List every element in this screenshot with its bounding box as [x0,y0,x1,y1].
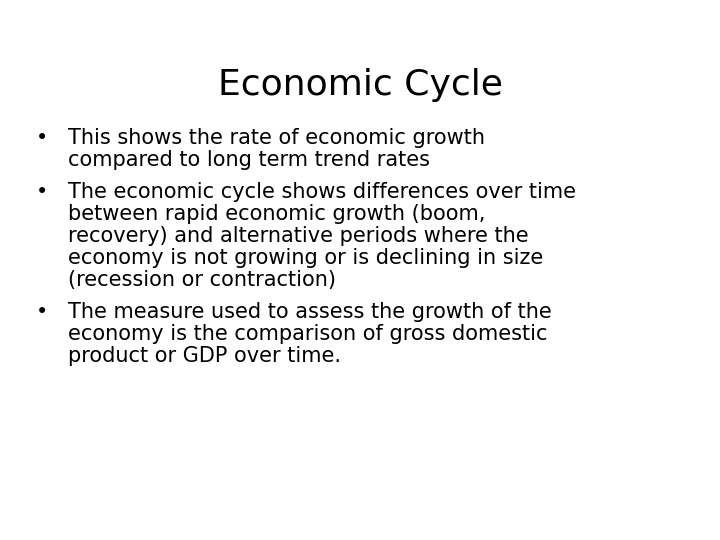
Text: (recession or contraction): (recession or contraction) [68,270,336,290]
Text: between rapid economic growth (boom,: between rapid economic growth (boom, [68,204,485,224]
Text: recovery) and alternative periods where the: recovery) and alternative periods where … [68,226,528,246]
Text: Economic Cycle: Economic Cycle [217,68,503,102]
Text: economy is not growing or is declining in size: economy is not growing or is declining i… [68,248,544,268]
Text: •: • [36,302,48,322]
Text: This shows the rate of economic growth: This shows the rate of economic growth [68,128,485,148]
Text: The measure used to assess the growth of the: The measure used to assess the growth of… [68,302,552,322]
Text: product or GDP over time.: product or GDP over time. [68,346,341,366]
Text: •: • [36,128,48,148]
Text: economy is the comparison of gross domestic: economy is the comparison of gross domes… [68,324,547,344]
Text: The economic cycle shows differences over time: The economic cycle shows differences ove… [68,182,576,202]
Text: •: • [36,182,48,202]
Text: compared to long term trend rates: compared to long term trend rates [68,150,430,170]
